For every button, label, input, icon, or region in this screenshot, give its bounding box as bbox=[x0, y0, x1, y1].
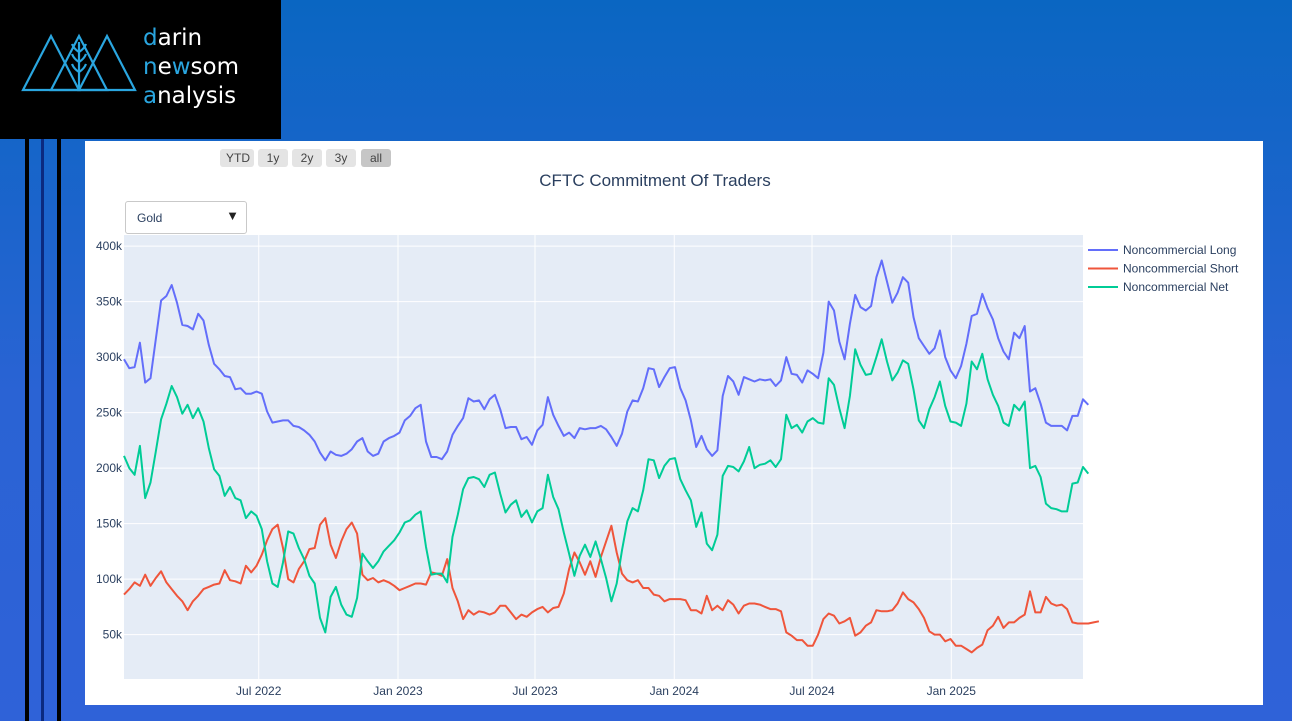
x-tick-label: Jan 2025 bbox=[927, 684, 977, 698]
range-button-3y[interactable]: 3y bbox=[326, 149, 356, 167]
x-tick-label: Jan 2023 bbox=[373, 684, 423, 698]
y-tick-label: 100k bbox=[96, 572, 123, 586]
legend-label: Noncommercial Net bbox=[1123, 280, 1229, 294]
legend-label: Noncommercial Short bbox=[1123, 262, 1239, 276]
dropdown-selected-value: Gold bbox=[137, 211, 163, 225]
range-button-all[interactable]: all bbox=[361, 149, 391, 167]
series-line-long[interactable] bbox=[123, 259, 1090, 462]
range-button-ytd[interactable]: YTD bbox=[220, 149, 254, 167]
y-tick-label: 300k bbox=[96, 350, 123, 364]
range-button-2y[interactable]: 2y bbox=[292, 149, 322, 167]
mountain-logo-icon bbox=[21, 33, 137, 92]
market-dropdown[interactable]: Gold ▼ bbox=[125, 201, 247, 234]
brand-wordmark: darin newsom analysis bbox=[143, 25, 240, 109]
series-line-net[interactable] bbox=[123, 338, 1090, 634]
decorative-bar bbox=[57, 139, 61, 721]
y-tick-label: 50k bbox=[103, 628, 123, 642]
legend-label: Noncommercial Long bbox=[1123, 243, 1236, 257]
chart-card: YTD 1y 2y 3y all CFTC Commitment Of Trad… bbox=[85, 141, 1263, 705]
y-tick-label: 250k bbox=[96, 406, 123, 420]
y-tick-label: 350k bbox=[96, 295, 123, 309]
chart-title: CFTC Commitment Of Traders bbox=[539, 171, 771, 190]
x-tick-label: Jan 2024 bbox=[650, 684, 700, 698]
plot-area bbox=[124, 235, 1083, 679]
caret-down-icon: ▼ bbox=[226, 208, 239, 223]
x-tick-label: Jul 2024 bbox=[789, 684, 835, 698]
legend-item-short[interactable]: Noncommercial Short bbox=[1088, 262, 1239, 276]
y-tick-label: 400k bbox=[96, 239, 123, 253]
decorative-bar bbox=[41, 139, 44, 721]
chart-svg: 50k 100k 150k 200k 250k 300k 350k 400k Jul 2022… bbox=[96, 235, 1239, 698]
decorative-bar bbox=[25, 139, 29, 721]
legend-item-net[interactable]: Noncommercial Net bbox=[1088, 280, 1229, 294]
series-line-short[interactable] bbox=[123, 517, 1100, 654]
brand-logo: darin newsom analysis bbox=[0, 0, 281, 139]
range-button-1y[interactable]: 1y bbox=[258, 149, 288, 167]
x-tick-label: Jul 2022 bbox=[236, 684, 282, 698]
legend-item-long[interactable]: Noncommercial Long bbox=[1088, 243, 1236, 257]
x-tick-label: Jul 2023 bbox=[512, 684, 558, 698]
y-tick-label: 200k bbox=[96, 461, 123, 475]
y-tick-label: 150k bbox=[96, 517, 123, 531]
